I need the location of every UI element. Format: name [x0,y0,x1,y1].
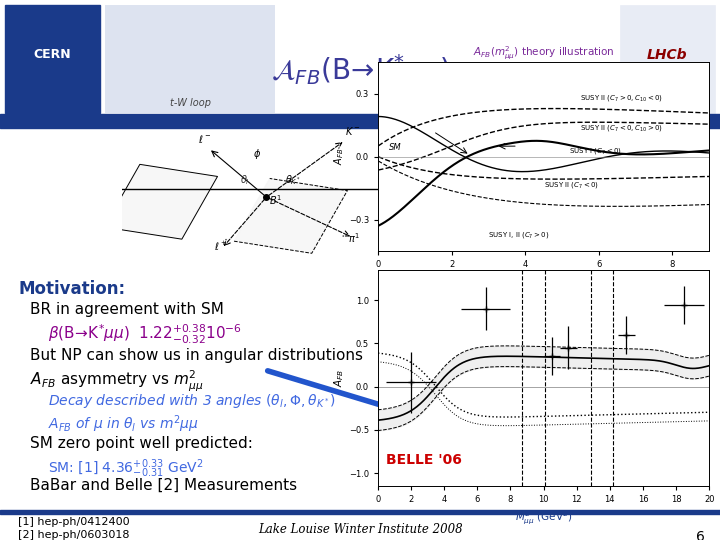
Polygon shape [234,179,347,253]
Text: SUSY II ($C_7>0, C_{10}<0$): SUSY II ($C_7>0, C_{10}<0$) [580,93,663,103]
Text: $\mathcal{A}_{FB}(\mathrm{B}\!\rightarrow\!\mathrm{K}^{*}\mu\mu)$: $\mathcal{A}_{FB}(\mathrm{B}\!\rightarro… [271,52,449,88]
Text: $\ell^+$: $\ell^+$ [214,240,227,253]
Text: LHCb: LHCb [647,48,688,62]
X-axis label: $m^2_{\mu\mu}$ [GeV$^2$]: $m^2_{\mu\mu}$ [GeV$^2$] [516,275,571,292]
Text: Lake Louise Winter Institute 2008: Lake Louise Winter Institute 2008 [258,523,462,536]
Text: SM zero point well predicted:: SM zero point well predicted: [30,436,253,451]
Text: SUSY I, II ($C_7>0$): SUSY I, II ($C_7>0$) [488,230,550,240]
Bar [0,118,720,123]
Title: $A_{FB}(m^2_{\mu\mu})$ theory illustration: $A_{FB}(m^2_{\mu\mu})$ theory illustrati… [473,45,614,62]
X-axis label: $M_{\mu\mu}^2$ (GeV$^2$): $M_{\mu\mu}^2$ (GeV$^2$) [515,510,572,527]
Text: $K^-$: $K^-$ [345,125,361,137]
Text: $\beta(\mathrm{B}\!\rightarrow\!\mathrm{K}^{*}\mu\mu)$  $1.22^{+0.38}_{-0.32}10^: $\beta(\mathrm{B}\!\rightarrow\!\mathrm{… [48,323,242,346]
Bar [0,114,720,118]
Text: Decay described with 3 angles $(\theta_l, \Phi, \theta_{K^*})$: Decay described with 3 angles $(\theta_l… [48,392,336,410]
Text: $\theta_l$: $\theta_l$ [240,173,250,187]
Y-axis label: $A_{FB}$: $A_{FB}$ [332,369,346,387]
Bar [5,5,100,113]
Text: $\phi$: $\phi$ [253,146,261,160]
Text: $\ell^-$: $\ell^-$ [198,133,212,145]
Bar [105,5,275,113]
Text: [2] hep-ph/0603018: [2] hep-ph/0603018 [18,530,130,540]
Text: BaBar and Belle [2] Measurements: BaBar and Belle [2] Measurements [30,478,297,493]
Text: SUSY II ($C_7<0$): SUSY II ($C_7<0$) [544,179,598,190]
Text: $A_{FB}$: $A_{FB}$ [405,370,441,400]
Bar [0,123,720,128]
Text: t-W loop: t-W loop [169,98,210,108]
Text: $A_{FB}$ of $\mu$ in $\theta_l$ vs $m^2\mu\mu$: $A_{FB}$ of $\mu$ in $\theta_l$ vs $m^2\… [48,413,199,435]
Text: SUSY II ($C_7<0, C_{10}>0$): SUSY II ($C_7<0, C_{10}>0$) [580,123,663,133]
Polygon shape [104,164,217,239]
Bar [620,5,715,113]
Text: SUSY I ($C_7<0$): SUSY I ($C_7<0$) [570,146,622,156]
Text: But NP can show us in angular distributions: But NP can show us in angular distributi… [30,348,363,363]
Text: BR in agreement with SM: BR in agreement with SM [30,302,224,317]
Text: CERN: CERN [33,49,71,62]
Text: $B^1$: $B^1$ [269,193,282,207]
Bar [0,510,720,514]
Text: $A_{FB}$ asymmetry vs $m^2_{\mu\mu}$: $A_{FB}$ asymmetry vs $m^2_{\mu\mu}$ [30,369,203,394]
Text: THCp: THCp [647,73,688,87]
Text: $\theta_{K^*}$: $\theta_{K^*}$ [284,173,301,187]
Y-axis label: $A_{FB}$: $A_{FB}$ [332,148,346,165]
Text: [1] hep-ph/0412400: [1] hep-ph/0412400 [18,517,130,527]
Text: Motivation:: Motivation: [18,280,125,298]
Text: 6: 6 [696,530,705,540]
Text: SM: [1] $4.36^{+0.33}_{-0.31}$ GeV$^2$: SM: [1] $4.36^{+0.33}_{-0.31}$ GeV$^2$ [48,457,204,480]
Text: SM: SM [389,143,402,152]
Text: BELLE '06: BELLE '06 [386,454,462,468]
Text: $\pi^1$: $\pi^1$ [348,231,359,245]
Bar [105,119,720,123]
